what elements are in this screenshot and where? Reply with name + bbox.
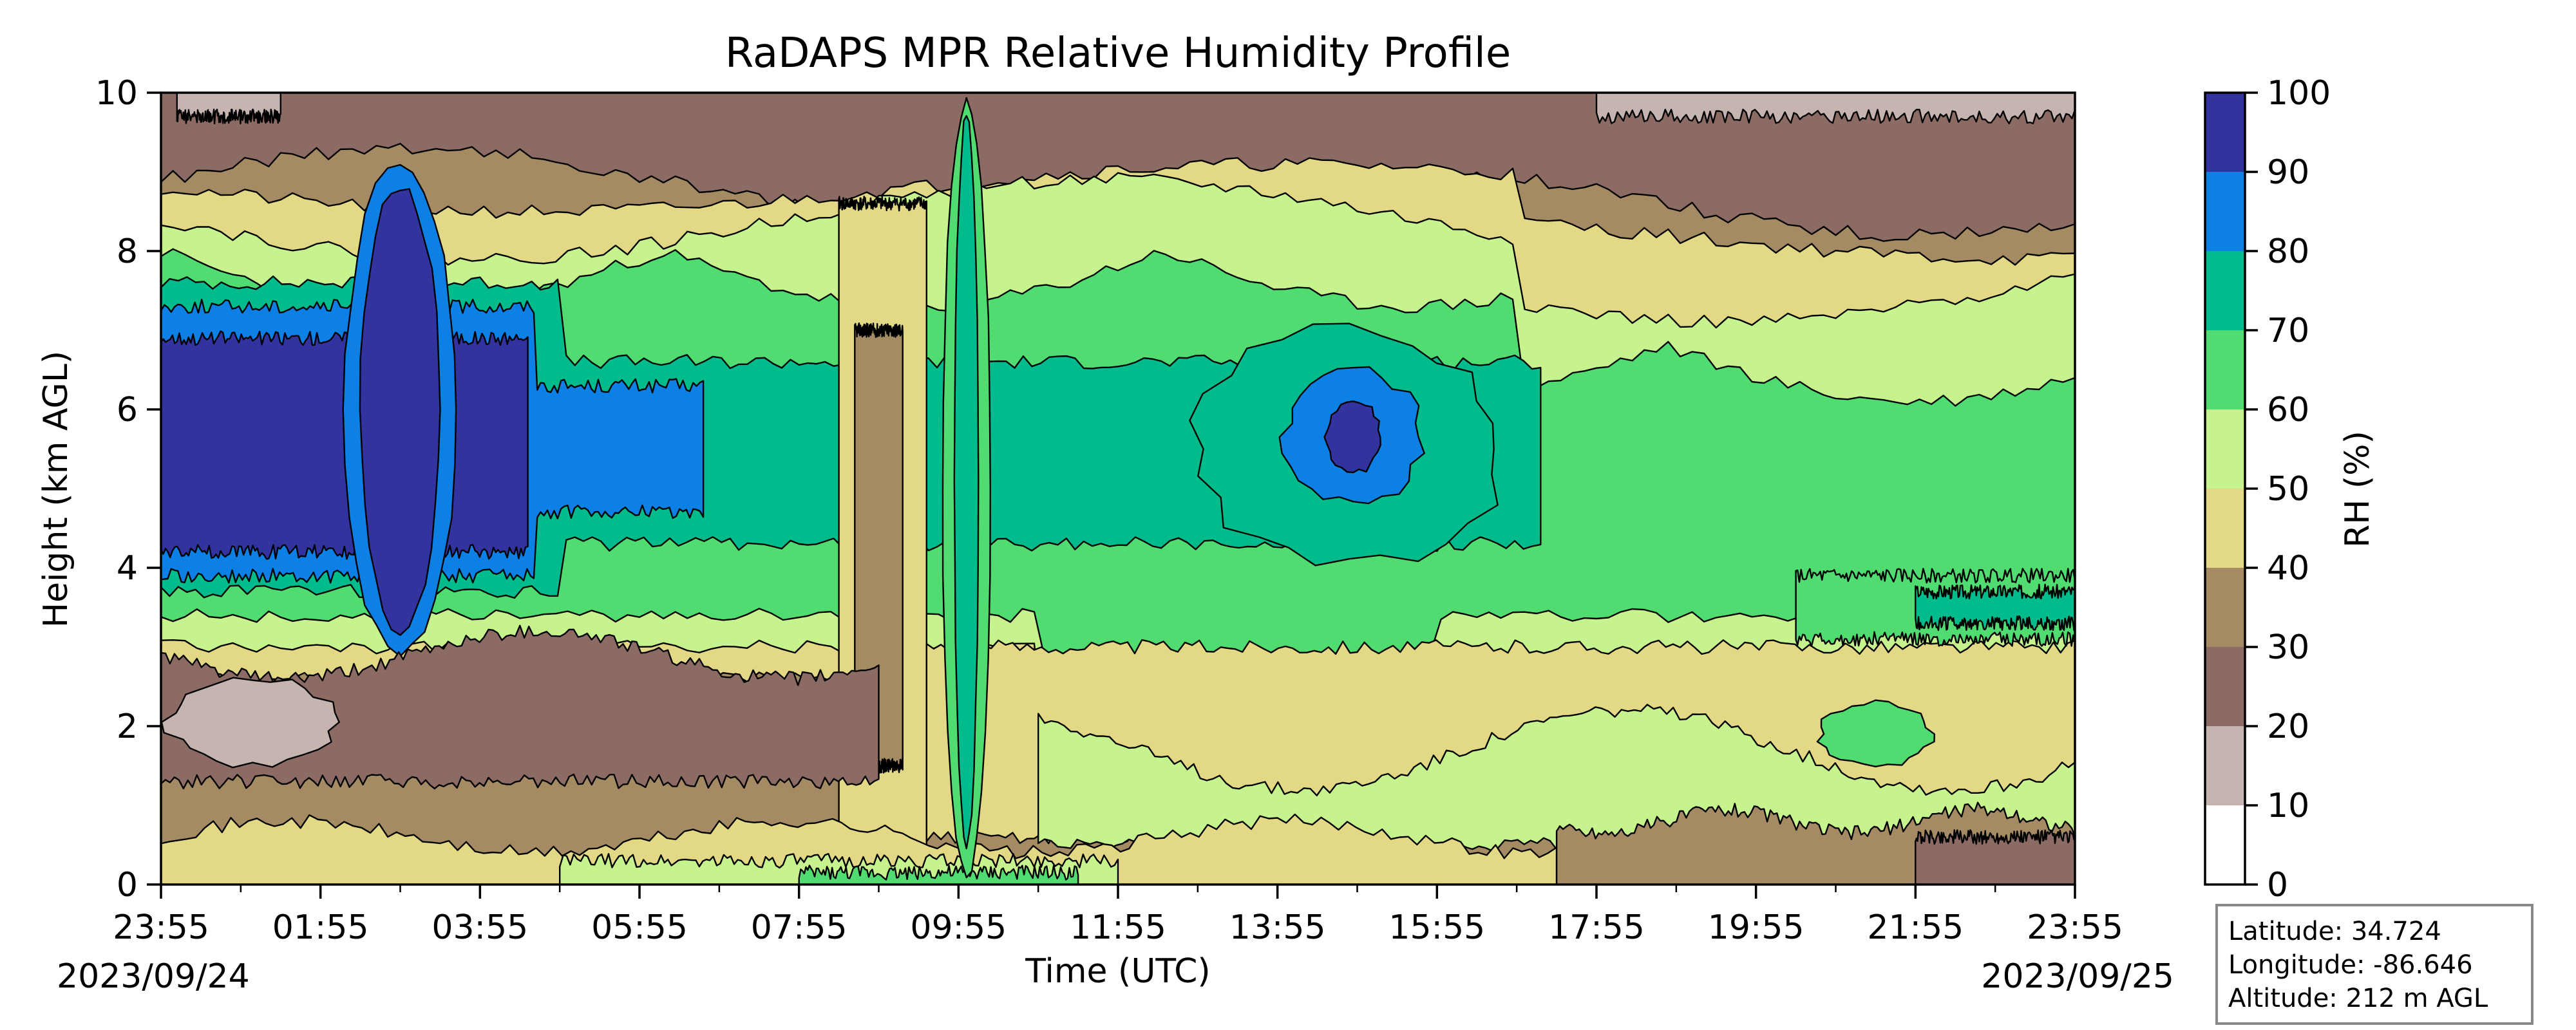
rh-column-90-100-core xyxy=(359,188,441,636)
colorbar-tick-label: 10 xyxy=(2267,787,2309,825)
x-tick-label: 03:55 xyxy=(431,908,528,947)
x-axis: 23:55 01:55 03:55 05:55 07:55 09:55 11:55 13:55… xyxy=(113,885,2123,947)
contour-field xyxy=(161,93,2075,885)
y-tick-label: 8 xyxy=(117,232,138,271)
x-tick-label: 21:55 xyxy=(1867,908,1964,947)
rh-band-10-20-top-left xyxy=(176,93,281,125)
x-tick-label: 15:55 xyxy=(1388,908,1485,947)
x-tick-label: 23:55 xyxy=(2027,908,2123,947)
rh-band-20-30-lower-left xyxy=(161,624,880,790)
colorbar-tick-label: 80 xyxy=(2267,232,2309,271)
latitude-text: Latitude: 34.724 xyxy=(2228,917,2441,946)
colorbar: 0 10 20 30 40 50 60 70 80 90 100 xyxy=(2204,74,2331,904)
rh-band-70-80-3km xyxy=(1915,583,2075,632)
longitude-text: Longitude: -86.646 xyxy=(2228,950,2473,980)
rh-core-90-100-afternoon xyxy=(1323,400,1381,474)
colorbar-tick-label: 50 xyxy=(2267,470,2309,509)
x-tick-label: 23:55 xyxy=(113,908,209,947)
y-axis: 0 2 4 6 8 10 xyxy=(95,74,161,904)
chart-title: RaDAPS MPR Relative Humidity Profile xyxy=(725,30,1511,77)
colorbar-swatch xyxy=(2205,251,2245,330)
altitude-text: Altitude: 212 m AGL xyxy=(2228,984,2488,1013)
date-start: 2023/09/24 xyxy=(57,957,250,996)
y-tick-label: 0 xyxy=(117,866,138,904)
colorbar-label: RH (%) xyxy=(2338,431,2377,548)
colorbar-tick-label: 20 xyxy=(2267,707,2309,746)
date-end: 2023/09/25 xyxy=(1981,957,2174,996)
x-tick-label: 09:55 xyxy=(910,908,1007,947)
colorbar-swatch xyxy=(2205,409,2245,489)
y-tick-label: 10 xyxy=(95,74,138,113)
colorbar-tick-label: 30 xyxy=(2267,628,2309,667)
rh-band-20-30-surface-right xyxy=(1915,829,2075,885)
colorbar-tick-label: 60 xyxy=(2267,391,2309,429)
colorbar-tick-label: 100 xyxy=(2267,74,2331,113)
x-tick-label: 13:55 xyxy=(1229,908,1326,947)
x-tick-label: 07:55 xyxy=(751,908,848,947)
rh-patch-60-70-lower xyxy=(1816,699,1935,767)
colorbar-tick-label: 40 xyxy=(2267,549,2309,588)
x-tick-label: 01:55 xyxy=(272,908,369,947)
colorbar-swatch xyxy=(2205,330,2245,409)
y-tick-label: 4 xyxy=(117,549,138,588)
y-tick-label: 6 xyxy=(117,391,138,429)
colorbar-swatch xyxy=(2205,647,2245,726)
rh-spike-70-80 xyxy=(953,115,980,850)
x-tick-label: 19:55 xyxy=(1708,908,1804,947)
colorbar-swatch xyxy=(2205,172,2245,251)
colorbar-swatch xyxy=(2205,489,2245,568)
station-info-box: Latitude: 34.724 Longitude: -86.646 Alti… xyxy=(2215,904,2533,1025)
info-box-frame xyxy=(2215,904,2533,1025)
x-tick-label: 11:55 xyxy=(1070,908,1166,947)
colorbar-swatch xyxy=(2205,726,2245,805)
colorbar-tick-label: 70 xyxy=(2267,312,2309,350)
y-axis-label: Height (km AGL) xyxy=(37,351,75,628)
x-tick-label: 05:55 xyxy=(591,908,688,947)
rh-band-40-50-surface xyxy=(161,813,1558,885)
x-tick-label: 17:55 xyxy=(1548,908,1645,947)
colorbar-swatch xyxy=(2205,568,2245,647)
rh-band-60-70-surface xyxy=(798,865,1079,885)
colorbar-swatch xyxy=(2205,805,2245,885)
plot-area xyxy=(160,91,2076,886)
colorbar-tick-label: 90 xyxy=(2267,153,2309,192)
rh-band-10-20-upper xyxy=(1595,93,2075,124)
colorbar-tick-label: 0 xyxy=(2267,866,2288,904)
y-tick-label: 2 xyxy=(117,707,138,746)
colorbar-swatch xyxy=(2205,93,2245,172)
x-axis-label: Time (UTC) xyxy=(1025,952,1210,991)
